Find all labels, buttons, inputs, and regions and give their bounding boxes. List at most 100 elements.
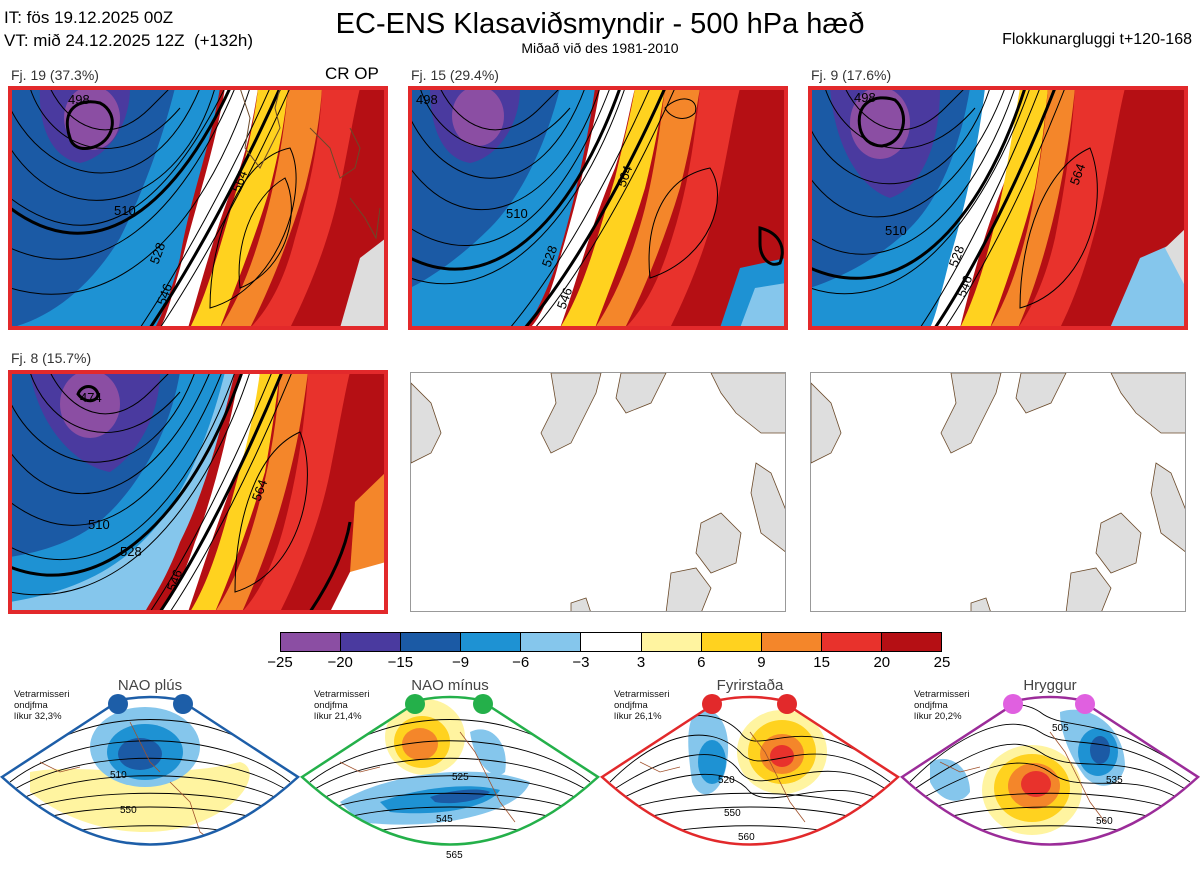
- regime-title: Hryggur: [1023, 677, 1077, 694]
- contour-label: 546: [554, 286, 576, 312]
- cluster-map-3[interactable]: 510 528 546 564 498: [808, 86, 1188, 330]
- regime-indicator-dot: [405, 694, 425, 714]
- contour-label: 510: [88, 517, 110, 532]
- regime-contour-label: 550: [724, 808, 741, 819]
- regime-stat-line: líkur 20,2%: [914, 711, 962, 722]
- cluster-2-label: Fj. 15 (29.4%): [411, 67, 499, 83]
- contour-label: 498: [416, 92, 438, 107]
- contour-label: 546: [954, 274, 976, 300]
- regime-stat-line: líkur 32,3%: [14, 711, 62, 722]
- colorbar-tick-label: 15: [813, 654, 830, 671]
- regime-contour-label: 535: [1106, 775, 1123, 786]
- colorbar-tick-label: 25: [933, 654, 951, 671]
- contour-label: 546: [154, 282, 176, 308]
- colorbar-swatch: [401, 633, 462, 651]
- colorbar-swatch: [281, 633, 342, 651]
- regime-statistic: Vetrarmisseri ondjfma líkur 32,3%: [14, 689, 69, 722]
- contour-label: 564: [229, 169, 251, 195]
- colorbar-swatch: [581, 633, 642, 651]
- colorbar-swatch: [701, 633, 762, 651]
- regime-contour-label: 520: [718, 775, 735, 786]
- regime-stat-line: líkur 26,1%: [614, 711, 662, 722]
- regime-nao-minus[interactable]: 525 545 565 NAO mínus Vetrarmisseri ondjf…: [300, 672, 600, 872]
- cluster-1-label: Fj. 19 (37.3%): [11, 67, 99, 83]
- contour-label: 510: [114, 203, 136, 218]
- colorbar-tick-label: 6: [697, 654, 706, 671]
- colorbar-swatch: [461, 633, 522, 651]
- regime-contour-label: 510: [110, 770, 127, 781]
- contour-label: 510: [506, 206, 528, 221]
- regime-indicator-dot: [108, 694, 128, 714]
- cluster-1-tag: CR OP: [325, 64, 379, 83]
- regime-stat-line: Vetrarmisseri: [14, 689, 70, 700]
- regime-stat-line: ondjfma: [14, 700, 48, 711]
- cluster-map-1[interactable]: 510 528 546 564 498: [8, 86, 388, 330]
- header-info: IT: fös 19.12.2025 00Z VT: mið 24.12.2025…: [4, 6, 253, 52]
- contour-label: 528: [120, 544, 142, 559]
- contour-label: 528: [147, 241, 169, 267]
- contour-label: 564: [1067, 162, 1089, 188]
- regime-statistic: Vetrarmisseri ondjfma líkur 20,2%: [914, 689, 969, 722]
- contour-label: 564: [614, 164, 636, 190]
- regime-contour-label: 545: [436, 814, 453, 825]
- regime-indicator-dot: [473, 694, 493, 714]
- cluster-map-4[interactable]: 510 528 546 564 474: [8, 370, 388, 614]
- regime-indicator-dot: [1075, 694, 1095, 714]
- regime-blocking[interactable]: 520 550 560 Fyrirstaða Vetrarmisseri ondj…: [600, 672, 900, 872]
- colorbar-swatch: [821, 633, 882, 651]
- colorbar-tick-label: −9: [451, 654, 470, 671]
- empty-map-2: [810, 372, 1186, 612]
- valid-time: VT: mið 24.12.2025 12Z (+132h): [4, 31, 254, 50]
- colorbar-swatch: [641, 633, 702, 651]
- regime-stat-line: Vetrarmisseri: [314, 689, 370, 700]
- regime-contour-label: 550: [120, 805, 137, 816]
- page-title: EC-ENS Klasaviðsmyndir - 500 hPa hæð: [335, 8, 865, 40]
- colorbar-swatch: [341, 633, 402, 651]
- regime-statistic: Vetrarmisseri ondjfma líkur 26,1%: [614, 689, 669, 722]
- contour-label: 510: [885, 223, 907, 238]
- cluster-3-label: Fj. 9 (17.6%): [811, 67, 892, 83]
- contour-label: 546: [164, 568, 186, 594]
- regime-indicator-dot: [702, 694, 722, 714]
- regime-contour-label: 505: [1052, 723, 1069, 734]
- regime-stat-line: ondjfma: [914, 700, 948, 711]
- regime-contour-label: 560: [738, 832, 755, 843]
- colorbar-swatch: [881, 633, 942, 651]
- regime-indicator-dot: [173, 694, 193, 714]
- regime-stat-line: ondjfma: [314, 700, 348, 711]
- contour-label: 564: [249, 478, 271, 504]
- regime-stat-line: líkur 21,4%: [314, 711, 362, 722]
- empty-map-1: [410, 372, 786, 612]
- regime-contour-label: 565: [446, 850, 463, 861]
- colorbar: [280, 632, 942, 652]
- contour-label: 528: [539, 244, 561, 270]
- regime-statistic: Vetrarmisseri ondjfma líkur 21,4%: [314, 689, 369, 722]
- colorbar-tick-label: 3: [636, 654, 646, 671]
- colorbar-tick-label: −3: [572, 654, 590, 671]
- regime-indicator-dot: [777, 694, 797, 714]
- regime-nao-plus[interactable]: 510 550 NAO plús Vetrarmisseri ondjfma lík…: [0, 672, 300, 872]
- colorbar-tick-label: −15: [387, 654, 414, 671]
- regime-stat-line: Vetrarmisseri: [914, 689, 970, 700]
- contour-label: 528: [946, 244, 968, 270]
- colorbar-swatch: [761, 633, 822, 651]
- contour-label: 498: [854, 90, 876, 105]
- regime-indicator-dot: [1003, 694, 1023, 714]
- contour-label: 474: [80, 390, 102, 405]
- regime-stat-line: ondjfma: [614, 700, 648, 711]
- page-subtitle: Miðað við des 1981-2010: [521, 40, 679, 56]
- colorbar-tick-label: 20: [873, 654, 891, 671]
- regime-ridge[interactable]: 505 535 560 Hryggur Vetrarmisseri ondjfma…: [900, 672, 1200, 872]
- regime-title: NAO plús: [117, 677, 183, 694]
- colorbar-swatch: [521, 633, 582, 651]
- regime-contour-label: 560: [1096, 816, 1113, 827]
- colorbar-tick-label: −6: [512, 654, 530, 671]
- regime-title: Fyrirstaða: [716, 677, 784, 694]
- colorbar-tick-label: −20: [327, 654, 353, 671]
- regime-contour-label: 525: [452, 772, 469, 783]
- classification-window: Flokkunargluggi t+120-168: [1002, 31, 1192, 48]
- cluster-map-2[interactable]: 510 528 546 564 498: [408, 86, 788, 330]
- regime-stat-line: Vetrarmisseri: [614, 689, 670, 700]
- contour-label: 498: [68, 92, 90, 107]
- regime-title: NAO mínus: [411, 677, 489, 694]
